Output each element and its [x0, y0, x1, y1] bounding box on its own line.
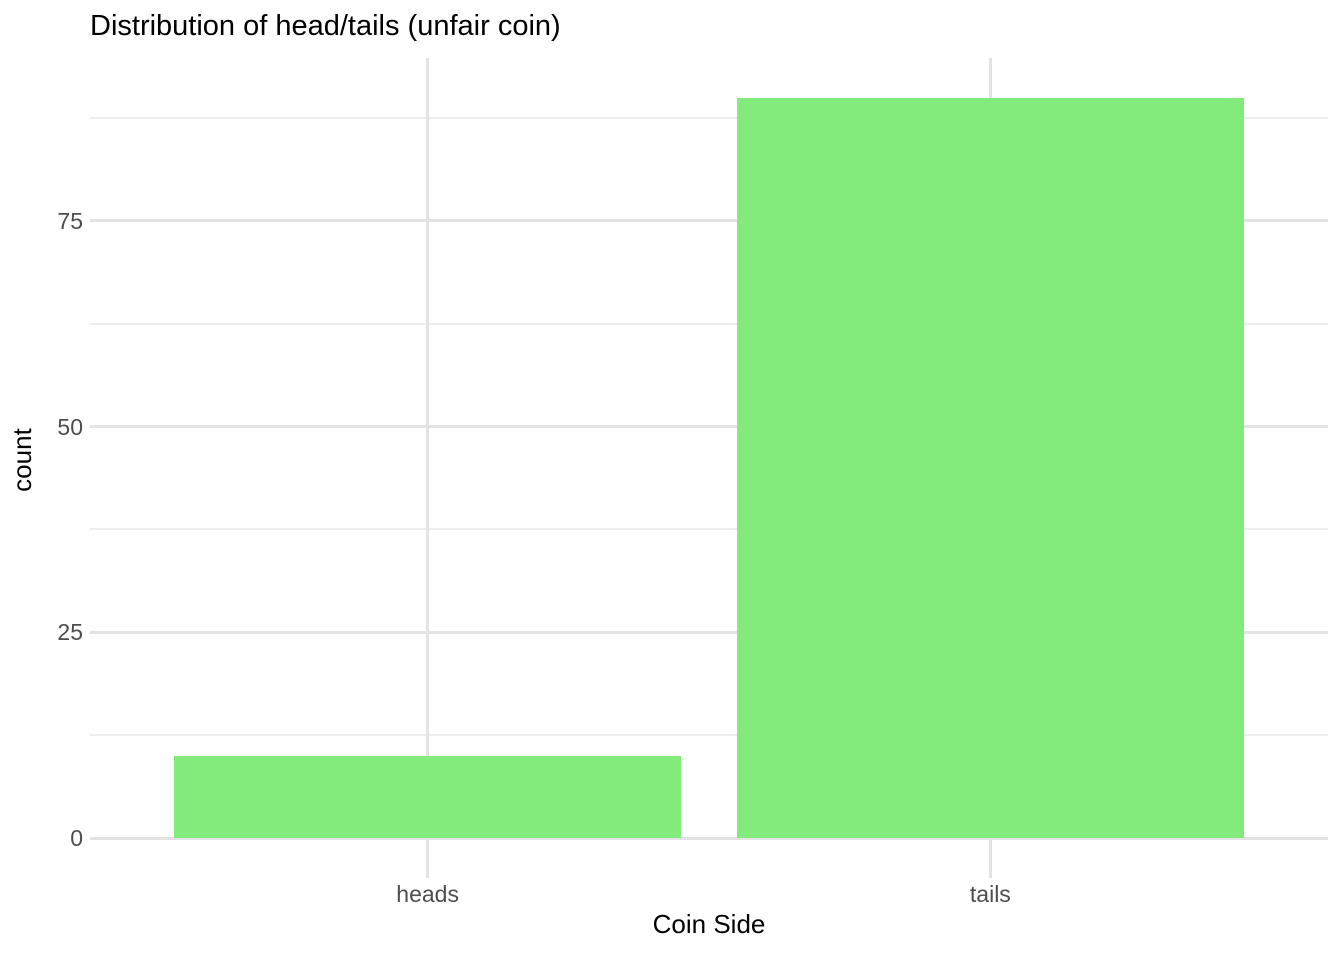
y-axis-title: count	[6, 428, 37, 492]
y-tick-label: 50	[57, 413, 83, 440]
gridline-major	[90, 219, 1328, 223]
y-tick-label: 75	[57, 207, 83, 234]
bar-heads	[174, 755, 681, 838]
gridline-major	[90, 630, 1328, 634]
y-tick-label: 0	[70, 825, 83, 851]
x-tick-label-tails: tails	[969, 881, 1011, 907]
gridline-major	[90, 836, 1328, 840]
y-tick-label: 25	[57, 619, 83, 646]
chart-title: Distribution of head/tails (unfair coin)	[90, 10, 561, 42]
gridline-minor	[90, 322, 1328, 325]
plot-panel	[90, 58, 1328, 840]
x-tick-label-heads: heads	[396, 881, 459, 907]
gridline-vertical	[426, 58, 430, 838]
gridline-major	[90, 425, 1328, 429]
bar-tails	[737, 97, 1244, 838]
gridline-minor	[90, 528, 1328, 531]
gridline-minor	[90, 117, 1328, 120]
gridline-minor	[90, 734, 1328, 737]
x-tick-mark	[988, 840, 992, 878]
x-axis-title: Coin Side	[652, 909, 766, 939]
x-tick-mark	[426, 840, 430, 878]
